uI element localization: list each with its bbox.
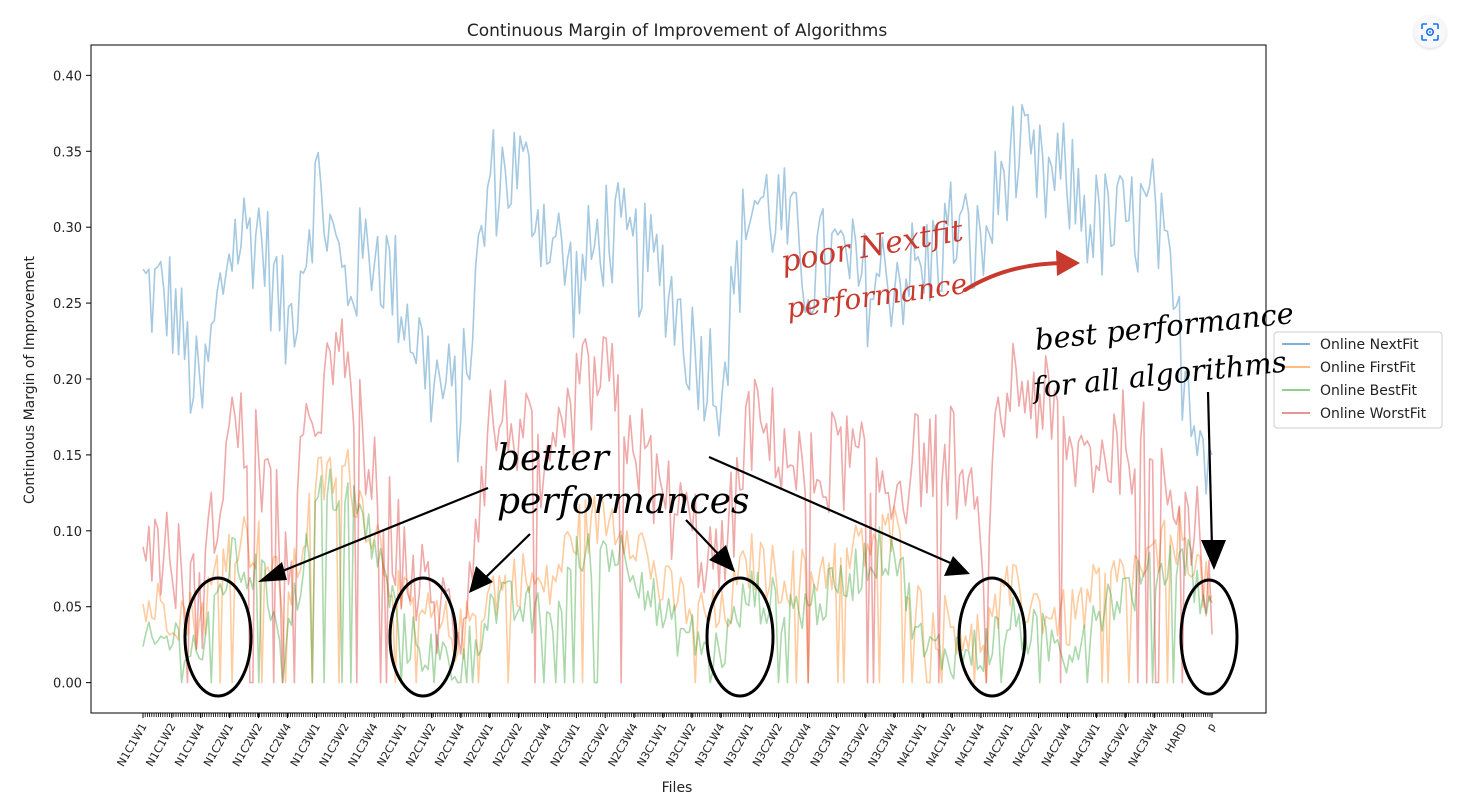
lens-button[interactable] bbox=[1414, 16, 1446, 48]
x-axis: N1C1W1N1C1W2N1C1W4N1C2W1N1C2W2N1C2W4N1C3… bbox=[114, 713, 1219, 769]
ellipse-n2 bbox=[388, 576, 458, 698]
legend-box bbox=[1273, 331, 1443, 429]
arrowhead-n3 bbox=[709, 545, 735, 572]
y-axis: 0.00 0.05 0.10 0.15 0.20 0.25 0.30 0.35 0.40 bbox=[53, 69, 91, 692]
y-axis-label: Continuous Margin of Improvement bbox=[22, 256, 38, 504]
annotation-ellipses bbox=[183, 576, 1239, 698]
x-tick-label: p bbox=[1204, 721, 1219, 734]
series-line bbox=[142, 103, 1213, 495]
annotation-red-arrow-head bbox=[1056, 250, 1080, 276]
y-tick-label: 0.25 bbox=[53, 297, 82, 312]
annotation-better: better performances bbox=[497, 438, 750, 522]
arrowhead-hard bbox=[1201, 540, 1226, 570]
annotation-better-line1: better bbox=[497, 438, 611, 479]
legend-label-bestfit: Online BestFit bbox=[1320, 383, 1418, 399]
x-tick-label: HARD bbox=[1162, 721, 1189, 755]
arrow-to-n2 bbox=[484, 533, 531, 579]
series-layer bbox=[142, 103, 1213, 684]
y-tick-label: 0.00 bbox=[53, 677, 82, 692]
annotation-arrows bbox=[274, 391, 1214, 579]
arrow-to-hard bbox=[1206, 391, 1214, 549]
y-tick-label: 0.05 bbox=[53, 601, 82, 616]
ellipse-n4 bbox=[957, 576, 1027, 698]
y-tick-label: 0.20 bbox=[53, 373, 82, 388]
chart-title: Continuous Margin of Improvement of Algo… bbox=[467, 21, 887, 41]
legend-label-nextfit: Online NextFit bbox=[1320, 337, 1419, 353]
x-minor-ticks bbox=[142, 713, 1211, 717]
x-axis-label: Files bbox=[662, 780, 693, 796]
arrow-to-n1 bbox=[274, 486, 489, 576]
arrow-to-n4 bbox=[708, 455, 956, 567]
arrowhead-n2 bbox=[469, 566, 493, 593]
annotation-arrowheads bbox=[258, 540, 1226, 593]
arrow-to-n3 bbox=[685, 519, 723, 559]
ellipse-n3 bbox=[705, 576, 775, 698]
annotation-red-arrow-shaft bbox=[963, 260, 1072, 292]
y-tick-label: 0.35 bbox=[53, 145, 82, 160]
series-line bbox=[142, 318, 1213, 684]
legend-label-firstfit: Online FirstFit bbox=[1320, 360, 1416, 376]
ellipse-n1 bbox=[183, 576, 253, 698]
legend-label-worstfit: Online WorstFit bbox=[1320, 406, 1427, 422]
series-line bbox=[142, 468, 1213, 684]
y-tick-label: 0.30 bbox=[53, 221, 82, 236]
arrowhead-n1 bbox=[258, 562, 287, 582]
lens-icon bbox=[1421, 23, 1439, 41]
ellipse-hard bbox=[1179, 578, 1239, 696]
y-tick-label: 0.40 bbox=[53, 69, 82, 84]
y-tick-label: 0.15 bbox=[53, 449, 82, 464]
arrowhead-n4 bbox=[944, 556, 970, 576]
annotation-better-line2: performances bbox=[497, 481, 750, 522]
legend: Online NextFit Online FirstFit Online Be… bbox=[1273, 331, 1443, 429]
series-line bbox=[142, 448, 1213, 684]
annotation-best: best performance for all algorithms bbox=[1029, 296, 1295, 405]
y-tick-label: 0.10 bbox=[53, 525, 82, 540]
